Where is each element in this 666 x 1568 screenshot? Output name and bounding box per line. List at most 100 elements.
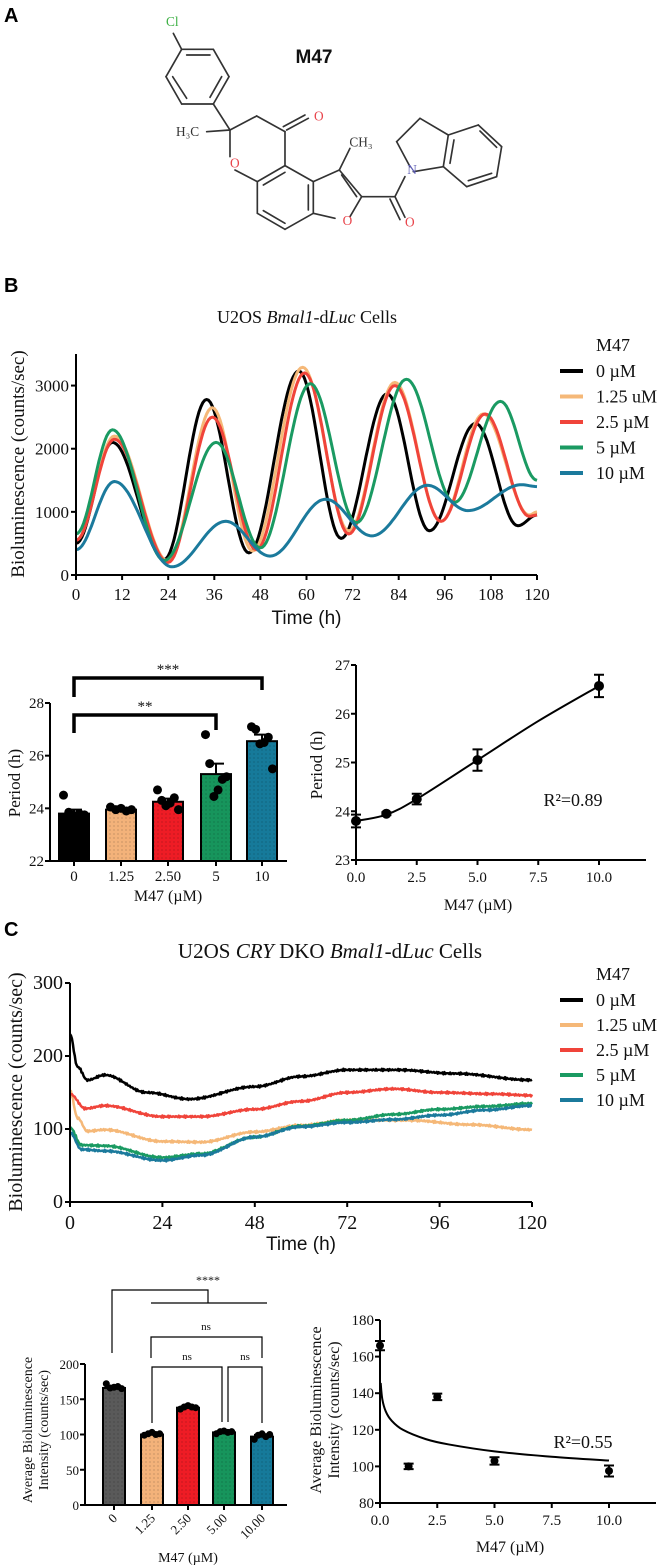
panel-label-c: C xyxy=(4,919,18,941)
data-point xyxy=(266,1431,274,1438)
fit-curve xyxy=(379,1382,610,1462)
x-tick-label: 7.5 xyxy=(542,1513,561,1529)
data-point xyxy=(263,732,273,742)
chemical-bond xyxy=(256,212,286,231)
x-tick-label: 24 xyxy=(152,1212,172,1234)
data-point xyxy=(213,785,223,795)
x-tick-label: 0.0 xyxy=(347,870,366,886)
data-point xyxy=(169,793,179,803)
panel-label-a: A xyxy=(4,5,18,27)
x-tick-label: 10 xyxy=(255,869,270,885)
chemical-bond xyxy=(467,172,493,182)
chemical-bond xyxy=(172,32,183,51)
x-tick-label: 12 xyxy=(114,585,131,604)
chart-title-part: U2OS xyxy=(178,939,236,963)
y-tick-label: 300 xyxy=(33,972,63,994)
data-point xyxy=(201,730,210,740)
chemical-bond xyxy=(205,129,231,133)
chart-title-part: -d xyxy=(385,939,403,963)
panel-label-b: B xyxy=(4,275,18,297)
chemical-bond xyxy=(479,130,498,149)
r-squared-annotation: R²=0.89 xyxy=(543,790,602,810)
chemical-bond xyxy=(419,117,450,136)
chemical-bond xyxy=(284,212,315,231)
chart-b-bioluminescence-time: U2OS Bmal1-dLuc Cells 0 12 24 36 48 60 72 84 96 10… xyxy=(8,307,657,629)
data-point xyxy=(490,1456,499,1465)
significance-label: **** xyxy=(196,1273,220,1287)
chemical-bond xyxy=(255,115,286,133)
atom-label-ch3: CH₃ xyxy=(349,135,372,150)
y-tick-label: 27 xyxy=(335,658,351,674)
chart-c-average-intensity-bars: 0 50 100 150 200 0 1.25 2.50 5.00 10.00 M47 (µM) Av… xyxy=(21,1273,287,1566)
x-tick-label: 0 xyxy=(105,1511,120,1526)
chemical-bond xyxy=(394,195,406,219)
x-tick-label: 96 xyxy=(436,585,453,604)
chemical-bond xyxy=(229,115,258,131)
chemical-bond xyxy=(212,48,230,78)
legend-label: 0 µM xyxy=(596,361,636,381)
chart-title-part: Luc xyxy=(328,307,356,327)
data-point xyxy=(222,772,231,782)
chemical-bond xyxy=(394,175,406,198)
bar-4 xyxy=(250,1435,274,1506)
legend-label: 1.25 uM xyxy=(596,387,657,407)
x-tick-label: 0 xyxy=(72,585,81,604)
x-axis-title: Time (h) xyxy=(266,1234,336,1255)
significance-bracket xyxy=(151,1366,223,1423)
y-tick-label: 160 xyxy=(352,1350,375,1366)
data-point xyxy=(192,1404,200,1412)
legend-label: 0 µM xyxy=(596,990,636,1010)
chemical-bond xyxy=(262,209,286,225)
y-axis-title: Bioluminescence (counts/sec) xyxy=(8,350,29,577)
y-tick-label: 24 xyxy=(335,804,351,820)
y-tick-label: 28 xyxy=(29,696,44,712)
y-tick-label: 140 xyxy=(352,1386,375,1402)
data-point xyxy=(59,790,68,800)
atom-label-o-amide: O xyxy=(405,215,415,230)
data-point xyxy=(605,1466,613,1475)
significance-label: ns xyxy=(240,1351,250,1363)
chemical-bond xyxy=(165,48,183,78)
bar-0 xyxy=(58,812,90,862)
y-tick-label: 100 xyxy=(33,1118,63,1140)
y-tick-label: 3000 xyxy=(35,377,69,396)
x-tick-label: 5.0 xyxy=(468,870,487,886)
y-tick-label: 50 xyxy=(66,1463,79,1478)
axes xyxy=(379,1320,656,1504)
data-point xyxy=(433,1392,442,1401)
significance-bracket xyxy=(150,1336,263,1358)
chemical-bond xyxy=(389,198,401,221)
bar-0 xyxy=(102,1386,126,1506)
chemical-bond xyxy=(447,124,480,136)
x-tick-label: 108 xyxy=(478,585,504,604)
chart-title-part: -d xyxy=(314,307,329,327)
chemical-bond xyxy=(234,169,259,183)
legend-label: 5 µM xyxy=(596,438,636,458)
data-point xyxy=(205,759,215,769)
x-tick-label: 120 xyxy=(524,585,550,604)
data-point xyxy=(118,1385,126,1393)
data-point xyxy=(404,1462,413,1471)
x-tick-label: 120 xyxy=(517,1212,547,1234)
y-axis-title: Period (h) xyxy=(5,749,24,817)
chemical-bond xyxy=(395,140,411,168)
chemical-bond xyxy=(312,212,336,220)
significance-label: ** xyxy=(138,699,153,715)
x-axis-title: M47 (µM) xyxy=(134,888,202,905)
chart-title-part: Bmal1 xyxy=(330,939,385,963)
legend-label: 5 µM xyxy=(596,1065,636,1085)
chart-c-intensity-dose-response: 80 100 120 140 160 180 0.0 2.5 5.0 7.5 10.0 M47 (µM… xyxy=(308,1313,656,1556)
chart-title-part: Cells xyxy=(356,307,398,327)
bar-4 xyxy=(246,740,278,863)
chemical-structure-m47: Cl H₃C CH₃ O O O O N M47 xyxy=(165,14,503,231)
x-tick-label: 1.25 xyxy=(108,869,134,885)
y-tick-label: 26 xyxy=(29,749,45,765)
bar-2 xyxy=(176,1406,200,1506)
chart-title-part: DKO xyxy=(274,939,330,963)
legend-title: M47 xyxy=(596,335,630,355)
x-tick-label: 10.0 xyxy=(596,1513,622,1529)
chemical-bond xyxy=(212,75,230,105)
chemical-bond xyxy=(412,165,445,173)
significance-bracket xyxy=(111,1289,267,1353)
